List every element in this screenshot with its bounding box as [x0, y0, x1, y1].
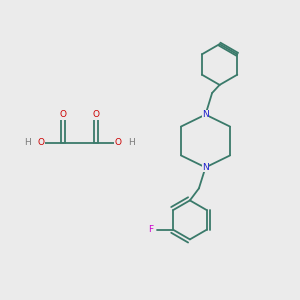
Text: O: O	[59, 110, 67, 119]
Text: O: O	[92, 110, 100, 119]
Text: H: H	[24, 138, 31, 147]
Text: H: H	[128, 138, 135, 147]
Text: F: F	[148, 225, 154, 234]
Text: O: O	[114, 138, 121, 147]
Text: N: N	[202, 110, 209, 119]
Text: O: O	[38, 138, 45, 147]
Text: N: N	[202, 163, 209, 172]
